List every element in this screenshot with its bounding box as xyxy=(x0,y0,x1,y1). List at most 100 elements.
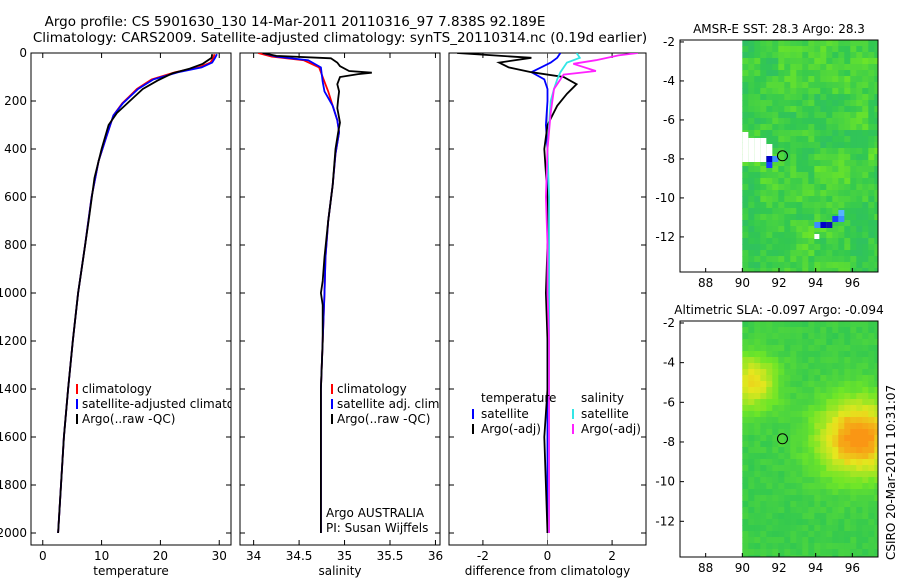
amsre-map-cell xyxy=(784,160,791,167)
amsre-map-cell xyxy=(826,238,833,245)
amsre-map-cell xyxy=(802,106,809,113)
sla-map-cell xyxy=(748,555,755,558)
sla-map-cell xyxy=(862,387,869,394)
sla-map-cell xyxy=(868,369,875,376)
sla-map-cell xyxy=(772,393,779,400)
sla-map-cell xyxy=(772,459,779,466)
amsre-map-cell xyxy=(790,40,797,47)
sla-map-cell xyxy=(826,501,833,508)
sla-map-cell xyxy=(862,411,869,418)
sla-map-cell xyxy=(868,513,875,520)
sla-map-cell xyxy=(802,531,809,538)
sla-map-cell xyxy=(862,555,869,558)
difference-legend-sal-title: salinity xyxy=(581,391,624,405)
difference-legend-temp-label: satellite xyxy=(481,407,529,421)
sla-map-cell xyxy=(820,363,827,370)
sla-map-cell xyxy=(802,537,809,544)
sla-map-cell xyxy=(826,327,833,334)
amsre-map-cell xyxy=(778,178,785,185)
sla-map-cell xyxy=(748,435,755,442)
sla-map-cell xyxy=(808,531,815,538)
amsre-map-cell xyxy=(754,118,761,125)
amsre-map-cell xyxy=(802,268,809,273)
sla-map-cell xyxy=(874,345,879,352)
amsre-map-cell xyxy=(850,148,857,155)
amsre-map-cell xyxy=(778,154,785,161)
amsre-map-cell xyxy=(760,130,767,137)
amsre-map-cell xyxy=(856,220,863,227)
amsre-map-cell xyxy=(868,154,875,161)
amsre-map-cell xyxy=(808,52,815,59)
amsre-map-cell xyxy=(802,238,809,245)
sla-map-cell xyxy=(862,507,869,514)
amsre-map-cell xyxy=(772,142,779,149)
sla-map-cell xyxy=(742,321,749,328)
amsre-map-cell xyxy=(784,268,791,273)
sla-map-cell xyxy=(808,543,815,550)
amsre-map-cell xyxy=(748,190,755,197)
sla-map-cell xyxy=(820,381,827,388)
sla-map-cell xyxy=(832,507,839,514)
sla-map-cell xyxy=(838,321,845,328)
amsre-map-cell xyxy=(790,256,797,263)
amsre-map-cell xyxy=(820,130,827,137)
sla-map-cell xyxy=(838,429,845,436)
sla-map-cell xyxy=(754,327,761,334)
amsre-map-cell xyxy=(838,190,845,197)
salinity-xtick-label: 36 xyxy=(428,549,443,563)
amsre-map-cell xyxy=(850,244,857,251)
amsre-map-cell xyxy=(826,196,833,203)
amsre-map-cell xyxy=(820,100,827,107)
sla-map-cell xyxy=(874,369,879,376)
sla-map-cell xyxy=(862,465,869,472)
amsre-map-cell xyxy=(808,256,815,263)
sla-map-cell xyxy=(874,333,879,340)
amsre-map-cell xyxy=(802,136,809,143)
sla-map-cell xyxy=(754,507,761,514)
amsre-map-cell xyxy=(784,220,791,227)
sla-map-cell xyxy=(796,393,803,400)
amsre-map-cell xyxy=(868,220,875,227)
amsre-map-cell xyxy=(754,238,761,245)
amsre-map-cell xyxy=(844,118,851,125)
sla-map-cell xyxy=(766,321,773,328)
sla-map-cell xyxy=(772,369,779,376)
amsre-map-cell xyxy=(868,238,875,245)
sla-map-cell xyxy=(772,519,779,526)
sla-map-cell xyxy=(760,393,767,400)
sla-map-cell xyxy=(838,519,845,526)
amsre-missing-cell xyxy=(760,156,767,162)
sla-map-cell xyxy=(808,423,815,430)
amsre-map-cell xyxy=(772,232,779,239)
amsre-map-cell xyxy=(790,232,797,239)
sla-map-cell xyxy=(760,507,767,514)
amsre-map-cell xyxy=(766,64,773,71)
temperature-ytick-label: 800 xyxy=(4,238,27,252)
sla-map-cell xyxy=(766,429,773,436)
sla-map-cell xyxy=(874,399,879,406)
amsre-map-cell xyxy=(862,112,869,119)
amsre-map-cell xyxy=(802,82,809,89)
sla-map-cell xyxy=(778,333,785,340)
amsre-map-cell xyxy=(766,130,773,137)
amsre-map-cell xyxy=(772,238,779,245)
sla-map-cell xyxy=(760,555,767,558)
sla-map-cell xyxy=(760,399,767,406)
amsre-map-cell xyxy=(850,88,857,95)
sla-map-cell xyxy=(856,513,863,520)
sla-map-cell xyxy=(802,513,809,520)
amsre-map-cell xyxy=(868,214,875,221)
sla-map-cell xyxy=(748,483,755,490)
sla-map-cell xyxy=(790,441,797,448)
sla-map-cell xyxy=(874,477,879,484)
sla-map-cell xyxy=(862,525,869,532)
sla-map-cell xyxy=(832,333,839,340)
sla-map-cell xyxy=(820,333,827,340)
amsre-map-cell xyxy=(802,130,809,137)
sla-map-cell xyxy=(874,447,879,454)
amsre-map-cell xyxy=(844,166,851,173)
sla-map-cell xyxy=(760,417,767,424)
amsre-map-cell xyxy=(796,100,803,107)
amsre-map-cell xyxy=(874,88,879,95)
amsre-map-cell xyxy=(844,232,851,239)
